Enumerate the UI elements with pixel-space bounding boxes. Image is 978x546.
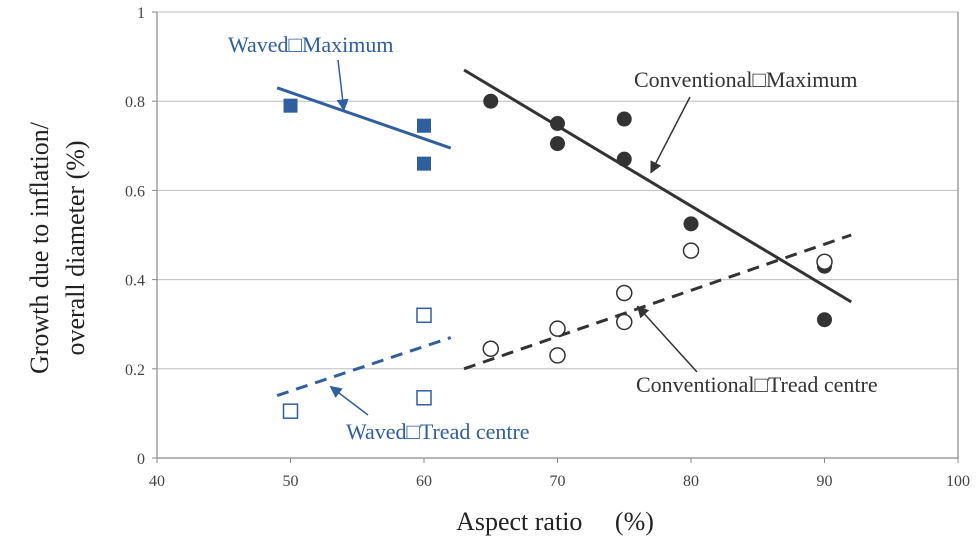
trend-line bbox=[463, 233, 852, 371]
data-point bbox=[550, 136, 565, 152]
data-point bbox=[483, 93, 499, 109]
data-point bbox=[282, 403, 299, 419]
x-tick-label: 80 bbox=[683, 473, 699, 490]
data-point bbox=[616, 111, 632, 127]
x-tick-label: 50 bbox=[283, 473, 299, 490]
data-point bbox=[416, 390, 432, 406]
annotation-label: Waved□Maximum bbox=[228, 32, 393, 57]
y-tick-label: 1 bbox=[137, 5, 145, 22]
annotation-arrow bbox=[636, 305, 698, 373]
x-tick-label: 40 bbox=[149, 473, 165, 490]
annotation-label: Conventional□Tread centre bbox=[636, 372, 878, 397]
data-point bbox=[549, 320, 566, 337]
x-tick-label: 90 bbox=[817, 473, 833, 490]
annotations: Waved□Maximum Conventional□Maximum Waved… bbox=[228, 32, 878, 444]
trend-line bbox=[276, 336, 452, 397]
data-point bbox=[549, 347, 566, 364]
y-tick-label: 0 bbox=[137, 451, 145, 468]
annotation-label: Conventional□Maximum bbox=[634, 67, 858, 92]
x-tick-label: 60 bbox=[416, 473, 432, 490]
data-point bbox=[616, 151, 632, 167]
y-axis-title: Growth due to inflation/ overall diamete… bbox=[25, 121, 90, 374]
data-point bbox=[416, 307, 432, 324]
x-tick-labels: 40 50 60 70 80 90 100 bbox=[149, 473, 970, 490]
annotation-label: Waved□Tread centre bbox=[346, 419, 530, 444]
x-tick-label: 70 bbox=[550, 473, 566, 490]
data-point bbox=[417, 156, 431, 171]
annotation-arrow bbox=[329, 385, 369, 416]
data-point bbox=[550, 116, 565, 131]
gridlines bbox=[157, 11, 958, 370]
data-point bbox=[616, 284, 633, 302]
annotation-arrow bbox=[650, 96, 691, 174]
y-axis-title-line-1: Growth due to inflation/ bbox=[25, 121, 54, 374]
trend-line bbox=[463, 68, 852, 304]
y-tick-label: 0.8 bbox=[125, 94, 145, 111]
data-point bbox=[816, 253, 833, 271]
data-points bbox=[282, 93, 833, 419]
data-point bbox=[817, 312, 832, 328]
trend-line bbox=[276, 86, 452, 150]
x-tick-label: 100 bbox=[946, 473, 970, 490]
trend-lines bbox=[276, 68, 852, 397]
axes bbox=[152, 11, 959, 463]
data-point bbox=[616, 313, 633, 331]
y-tick-label: 0.2 bbox=[125, 362, 145, 379]
data-point bbox=[482, 340, 499, 357]
x-axis-title: Aspect ratio (%) bbox=[456, 507, 654, 536]
data-point bbox=[417, 118, 431, 133]
data-point bbox=[683, 216, 699, 232]
y-axis-title-line-2: overall diameter (%) bbox=[61, 140, 90, 355]
data-point bbox=[283, 98, 298, 113]
annotation-arrow bbox=[336, 59, 349, 112]
data-point bbox=[682, 242, 700, 259]
y-tick-label: 0.4 bbox=[125, 273, 145, 290]
y-tick-label: 0.6 bbox=[125, 183, 145, 200]
y-tick-labels: 0 0.2 0.4 0.6 0.8 1 bbox=[125, 5, 145, 468]
